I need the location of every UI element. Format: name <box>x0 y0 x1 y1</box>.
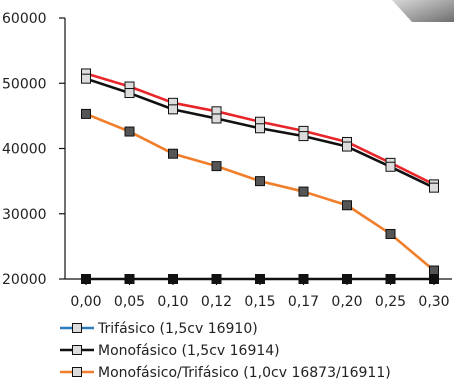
data-point <box>211 161 222 172</box>
data-point <box>168 104 178 115</box>
x-tick-label: 0,00 <box>70 294 101 310</box>
legend-item: Monofásico (1,5cv 16914) <box>60 343 280 359</box>
legend: Trifásico (1,5cv 16910) Monofásico (1,5cv… <box>60 321 391 381</box>
data-point <box>81 73 91 84</box>
legend-item: Trifásico (1,5cv 16910) <box>60 321 258 337</box>
y-tick-label: 60000 <box>2 11 47 27</box>
legend-label: Monofásico/Trifásico (1,0cv 16873/16911) <box>98 365 391 381</box>
data-point <box>81 274 91 284</box>
data-point <box>255 123 265 134</box>
x-tick-label: 0,20 <box>331 294 362 310</box>
data-point <box>298 131 309 142</box>
data-point <box>81 108 91 119</box>
data-point <box>211 274 222 284</box>
x-tick-label: 0,15 <box>244 294 275 310</box>
y-tick-label: 50000 <box>2 76 47 92</box>
series-group <box>81 68 439 284</box>
x-tick-label: 0,25 <box>375 294 406 310</box>
data-point <box>168 148 178 159</box>
data-point <box>429 274 439 284</box>
y-axis-ticks: 20000 30000 40000 50000 60000 <box>2 11 65 288</box>
series-line <box>85 112 435 272</box>
x-axis-ticks: 0,00 0,05 0,10 0,12 0,15 0,17 0,20 0,25 0,30 <box>70 279 450 310</box>
x-tick-label: 0,17 <box>288 294 319 310</box>
data-point <box>342 141 352 152</box>
y-tick-label: 30000 <box>2 207 47 223</box>
data-point <box>255 176 265 187</box>
data-point <box>168 274 178 284</box>
series-4 <box>81 274 439 284</box>
x-tick-label: 0,05 <box>114 294 145 310</box>
data-point <box>385 228 396 239</box>
x-tick-label: 0,10 <box>157 294 188 310</box>
data-point <box>385 274 396 284</box>
legend-item: Monofásico/Trifásico (1,0cv 16873/16911) <box>60 365 391 381</box>
y-tick-label: 40000 <box>2 142 47 158</box>
x-tick-label: 0,12 <box>201 294 232 310</box>
axes <box>64 18 452 280</box>
data-point <box>211 113 222 124</box>
legend-label: Monofásico (1,5cv 16914) <box>98 343 280 359</box>
data-point <box>429 182 439 193</box>
data-point <box>124 126 135 137</box>
legend-marker <box>72 323 82 333</box>
product-photo-corner <box>392 0 454 22</box>
legend-marker <box>72 367 82 377</box>
legend-marker <box>72 345 82 355</box>
data-point <box>342 274 352 284</box>
y-tick-label: 20000 <box>2 272 47 288</box>
data-point <box>429 265 439 276</box>
legend-label: Trifásico (1,5cv 16910) <box>97 321 258 337</box>
data-point <box>124 274 135 284</box>
data-point <box>342 200 352 211</box>
data-point <box>385 161 396 172</box>
series-3 <box>81 108 439 276</box>
series-2 <box>81 73 439 193</box>
x-tick-label: 0,30 <box>418 294 449 310</box>
data-point <box>298 186 309 197</box>
data-point <box>298 274 309 284</box>
data-point <box>255 274 265 284</box>
data-point <box>124 88 135 99</box>
